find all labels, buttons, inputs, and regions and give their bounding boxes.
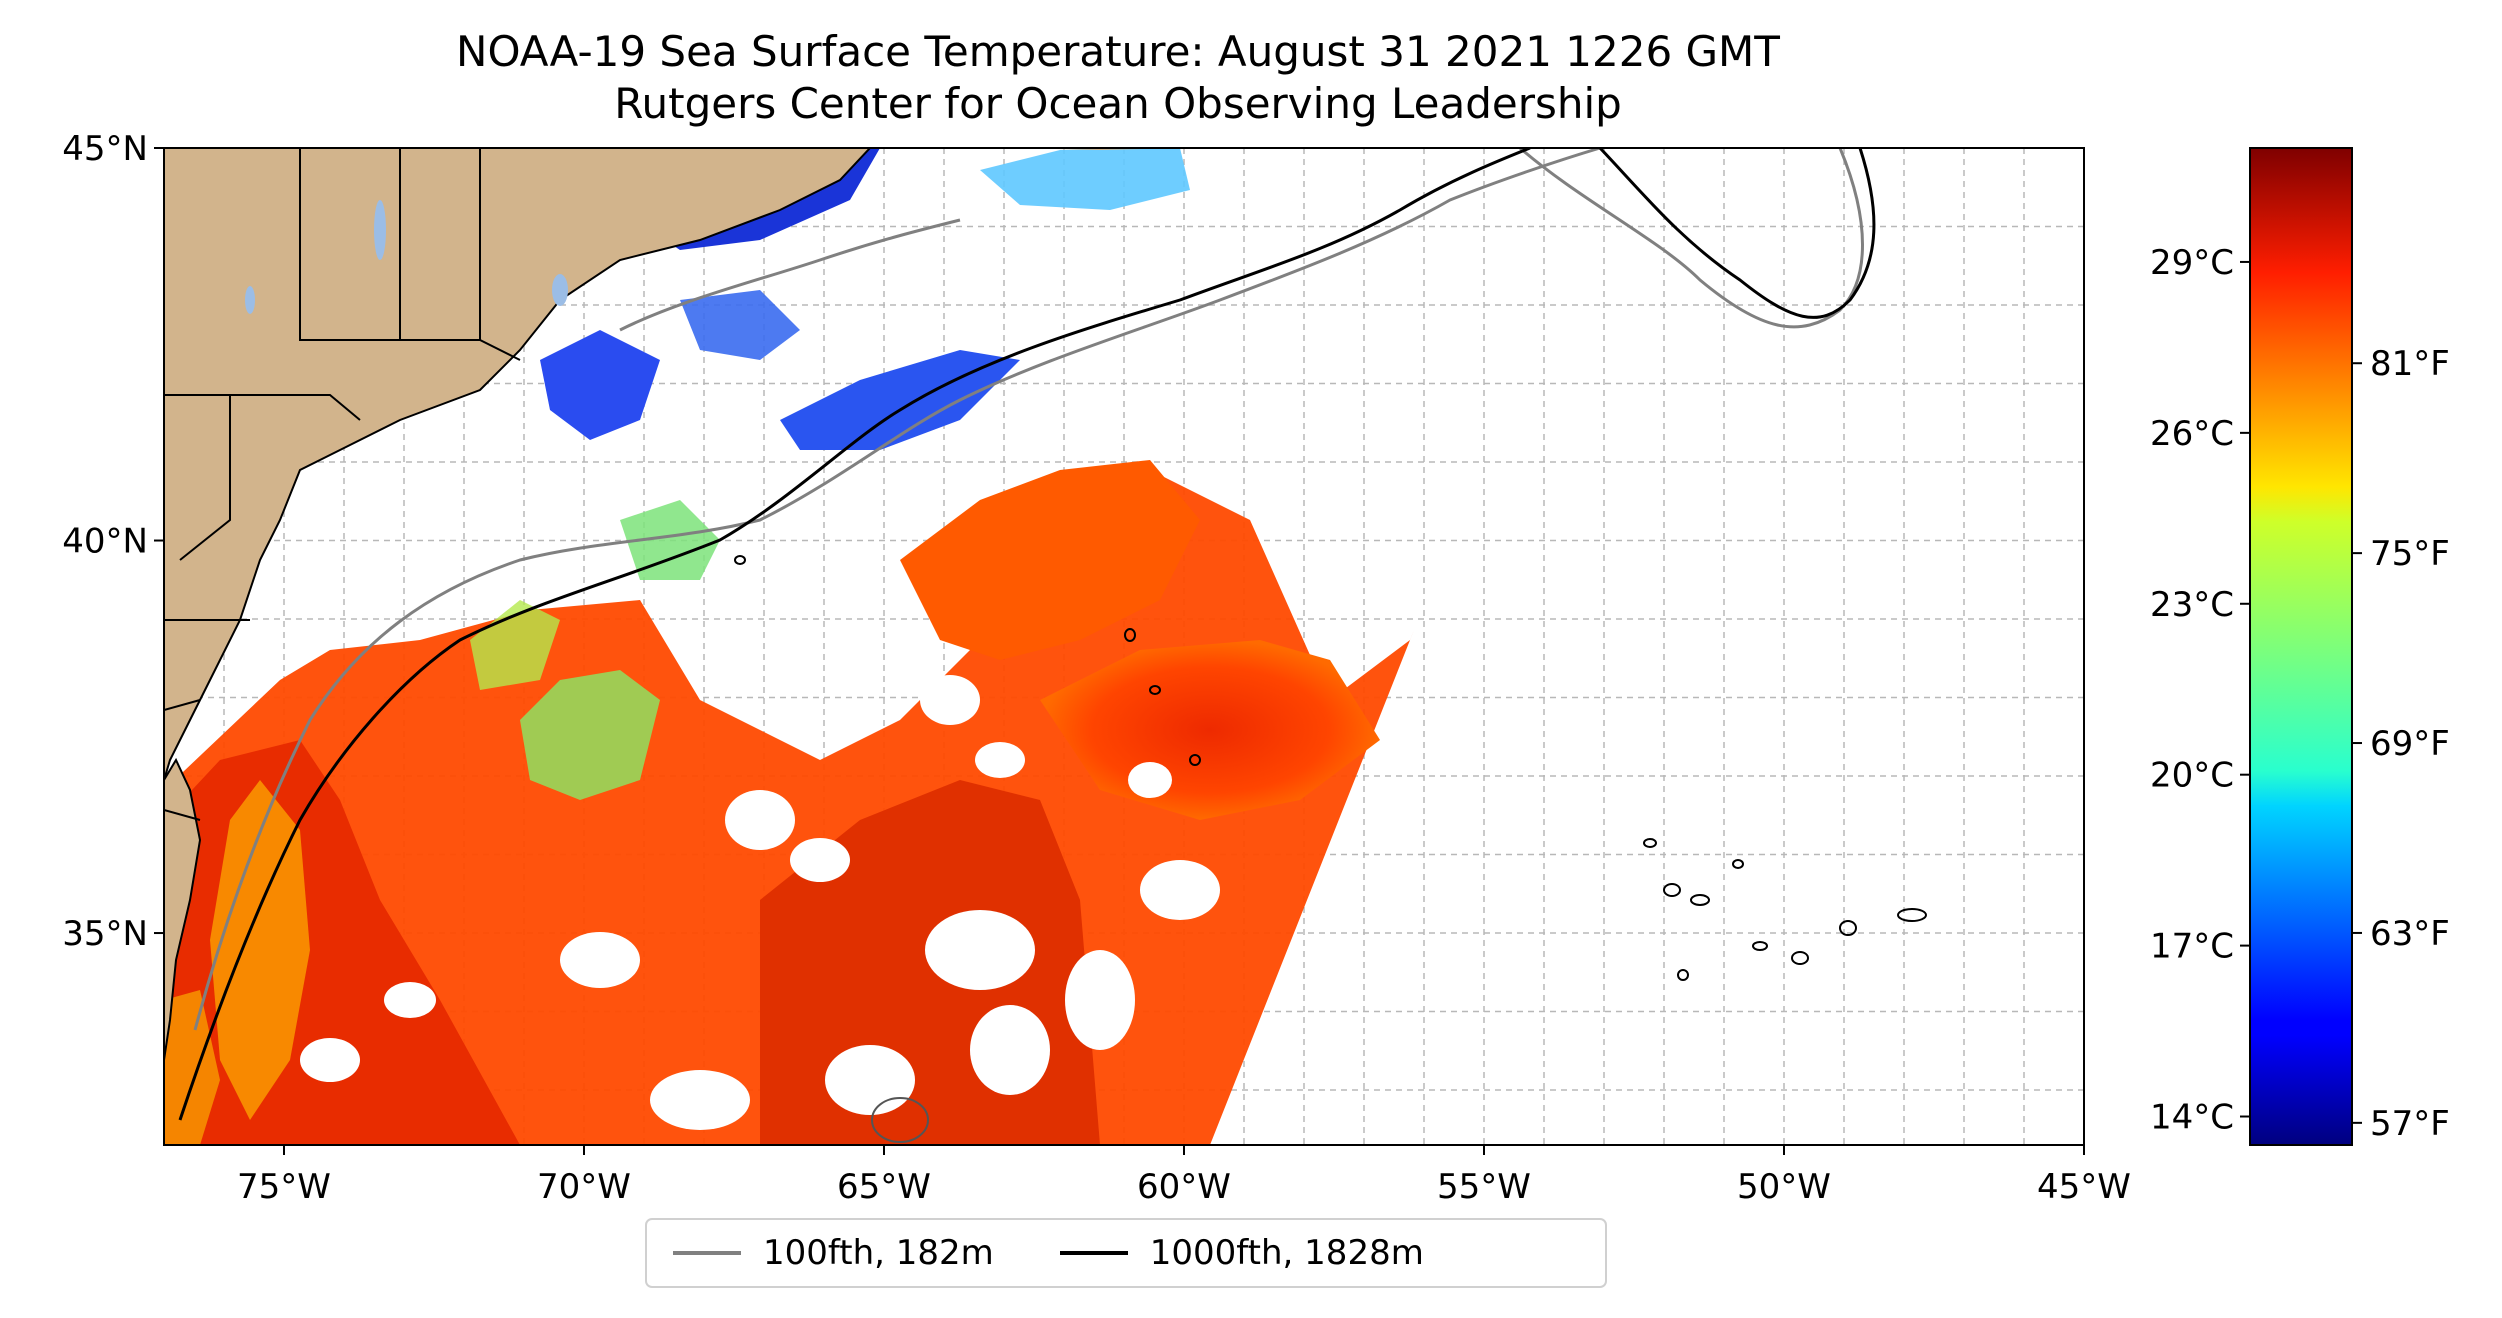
isobath-1000fth — [178, 148, 1876, 1121]
isobath-legend: 100fth, 182m 1000fth, 1828m — [645, 1218, 1607, 1288]
lon-tick-label: 60°W — [1137, 1167, 1231, 1207]
colorbar-celsius-ticks: 14°C 17°C 20°C 23°C 26°C 29°C — [2150, 243, 2250, 1138]
legend-swatch-1000fth — [1059, 1251, 1128, 1255]
longitude-axis: 75°W 70°W 65°W 60°W 55°W 50°W 45°W — [237, 1145, 2131, 1207]
lat-tick-label: 35°N — [62, 914, 148, 954]
colorbar-gradient — [2249, 147, 2353, 1146]
lon-tick-label: 65°W — [837, 1167, 931, 1207]
isobath-100fth-gulf-of-maine — [619, 148, 1864, 332]
fahrenheit-tick-label: 63°F — [2370, 914, 2450, 954]
legend-label-100fth: 100fth, 182m — [763, 1233, 994, 1273]
map-title: NOAA-19 Sea Surface Temperature: August … — [0, 26, 2236, 130]
title-line-2: Rutgers Center for Ocean Observing Leade… — [614, 79, 1622, 128]
legend-item-100fth: 100fth, 182m — [647, 1233, 994, 1273]
latitude-axis: 35°N 40°N 45°N — [62, 129, 164, 954]
celsius-tick-label: 17°C — [2150, 927, 2234, 967]
legend-item-1000fth: 1000fth, 1828m — [1034, 1233, 1424, 1273]
lon-tick-label: 55°W — [1437, 1167, 1531, 1207]
celsius-tick-label: 26°C — [2150, 414, 2234, 454]
lon-tick-label: 70°W — [537, 1167, 631, 1207]
fahrenheit-tick-label: 81°F — [2370, 344, 2450, 384]
lon-tick-label: 45°W — [2037, 1167, 2131, 1207]
fahrenheit-tick-label: 57°F — [2370, 1104, 2450, 1144]
fahrenheit-tick-label: 69°F — [2370, 724, 2450, 764]
celsius-tick-label: 23°C — [2150, 585, 2234, 625]
fahrenheit-tick-label: 75°F — [2370, 534, 2450, 574]
lon-tick-label: 50°W — [1737, 1167, 1831, 1207]
lon-tick-label: 75°W — [237, 1167, 331, 1207]
legend-label-1000fth: 1000fth, 1828m — [1149, 1233, 1424, 1273]
legend-swatch-100fth — [673, 1251, 741, 1255]
lat-tick-label: 45°N — [62, 129, 148, 169]
colorbar-fahrenheit-ticks: 57°F 63°F 69°F 75°F 81°F — [2352, 344, 2450, 1144]
sst-swath — [164, 148, 1414, 1145]
seamount-contours — [734, 555, 1927, 1143]
title-line-1: NOAA-19 Sea Surface Temperature: August … — [456, 27, 1780, 76]
map-frame — [163, 147, 2085, 1146]
isobath-100fth — [193, 148, 1601, 1031]
lat-tick-label: 40°N — [62, 522, 148, 562]
celsius-tick-label: 29°C — [2150, 243, 2234, 283]
celsius-tick-label: 14°C — [2150, 1098, 2234, 1138]
land — [164, 148, 1190, 1061]
celsius-tick-label: 20°C — [2150, 756, 2234, 796]
